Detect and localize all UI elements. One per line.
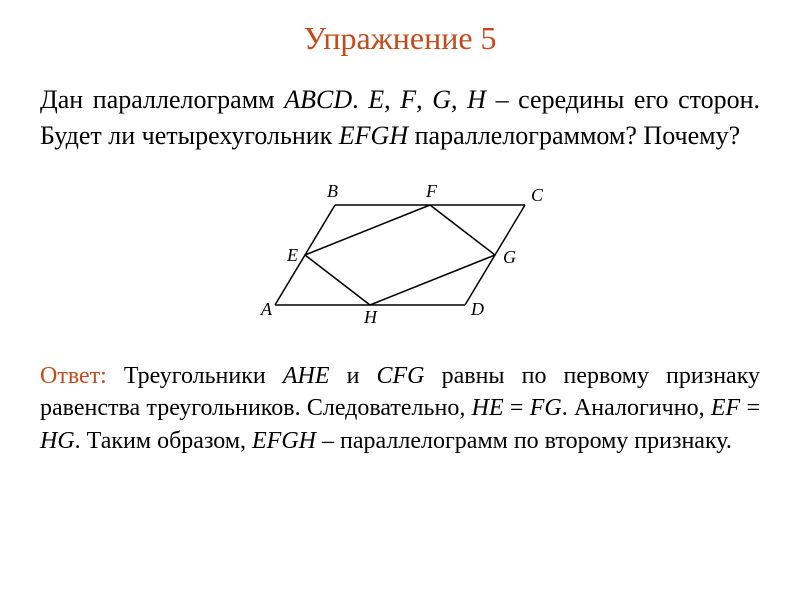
triangle-ahe: AHE [283,363,330,389]
problem-text-2: . [352,85,368,114]
svg-text:C: C [531,185,544,205]
answer-5: . Таким образом, [75,428,252,454]
label-f: F [400,85,416,114]
quad-efgh: EFGH [252,428,316,454]
problem-text-4: параллелограммом? Почему? [408,121,740,150]
answer-4: . Аналогично, [562,395,711,421]
label-g: G [432,85,451,114]
exercise-title: Упражнение 5 [40,20,760,57]
problem-statement: Дан параллелограмм ABCD. E, F, G, H – се… [40,82,760,155]
segment-he: HE [472,395,504,421]
svg-text:A: A [260,299,273,319]
svg-text:B: B [327,181,338,201]
eq-2: = [740,395,760,421]
comma-3: , [451,85,467,114]
label-abcd: ABCD [284,85,352,114]
segment-hg: HG [40,428,75,454]
svg-text:F: F [425,181,438,201]
svg-text:E: E [286,245,298,265]
label-e: E [368,85,384,114]
triangle-cfg: CFG [377,363,425,389]
svg-text:H: H [363,307,378,327]
answer-6: – параллелограмм по второму признаку. [316,428,732,454]
answer-1: Треугольники [107,363,283,389]
answer-2: и [330,363,377,389]
eq-1: = [504,395,530,421]
segment-fg: FG [530,395,562,421]
comma-2: , [416,85,432,114]
answer-label: Ответ: [40,363,107,389]
problem-text-1: Дан параллелограмм [40,85,284,114]
svg-text:G: G [503,247,516,267]
svg-text:D: D [470,299,484,319]
parallelogram-diagram: A B C D E F G H [245,175,555,335]
comma-1: , [384,85,400,114]
label-h: H [467,85,486,114]
answer-text: Ответ: Треугольники AHE и CFG равны по п… [40,360,760,457]
diagram-container: A B C D E F G H [40,175,760,340]
segment-ef: EF [711,395,740,421]
label-efgh: EFGH [339,121,408,150]
